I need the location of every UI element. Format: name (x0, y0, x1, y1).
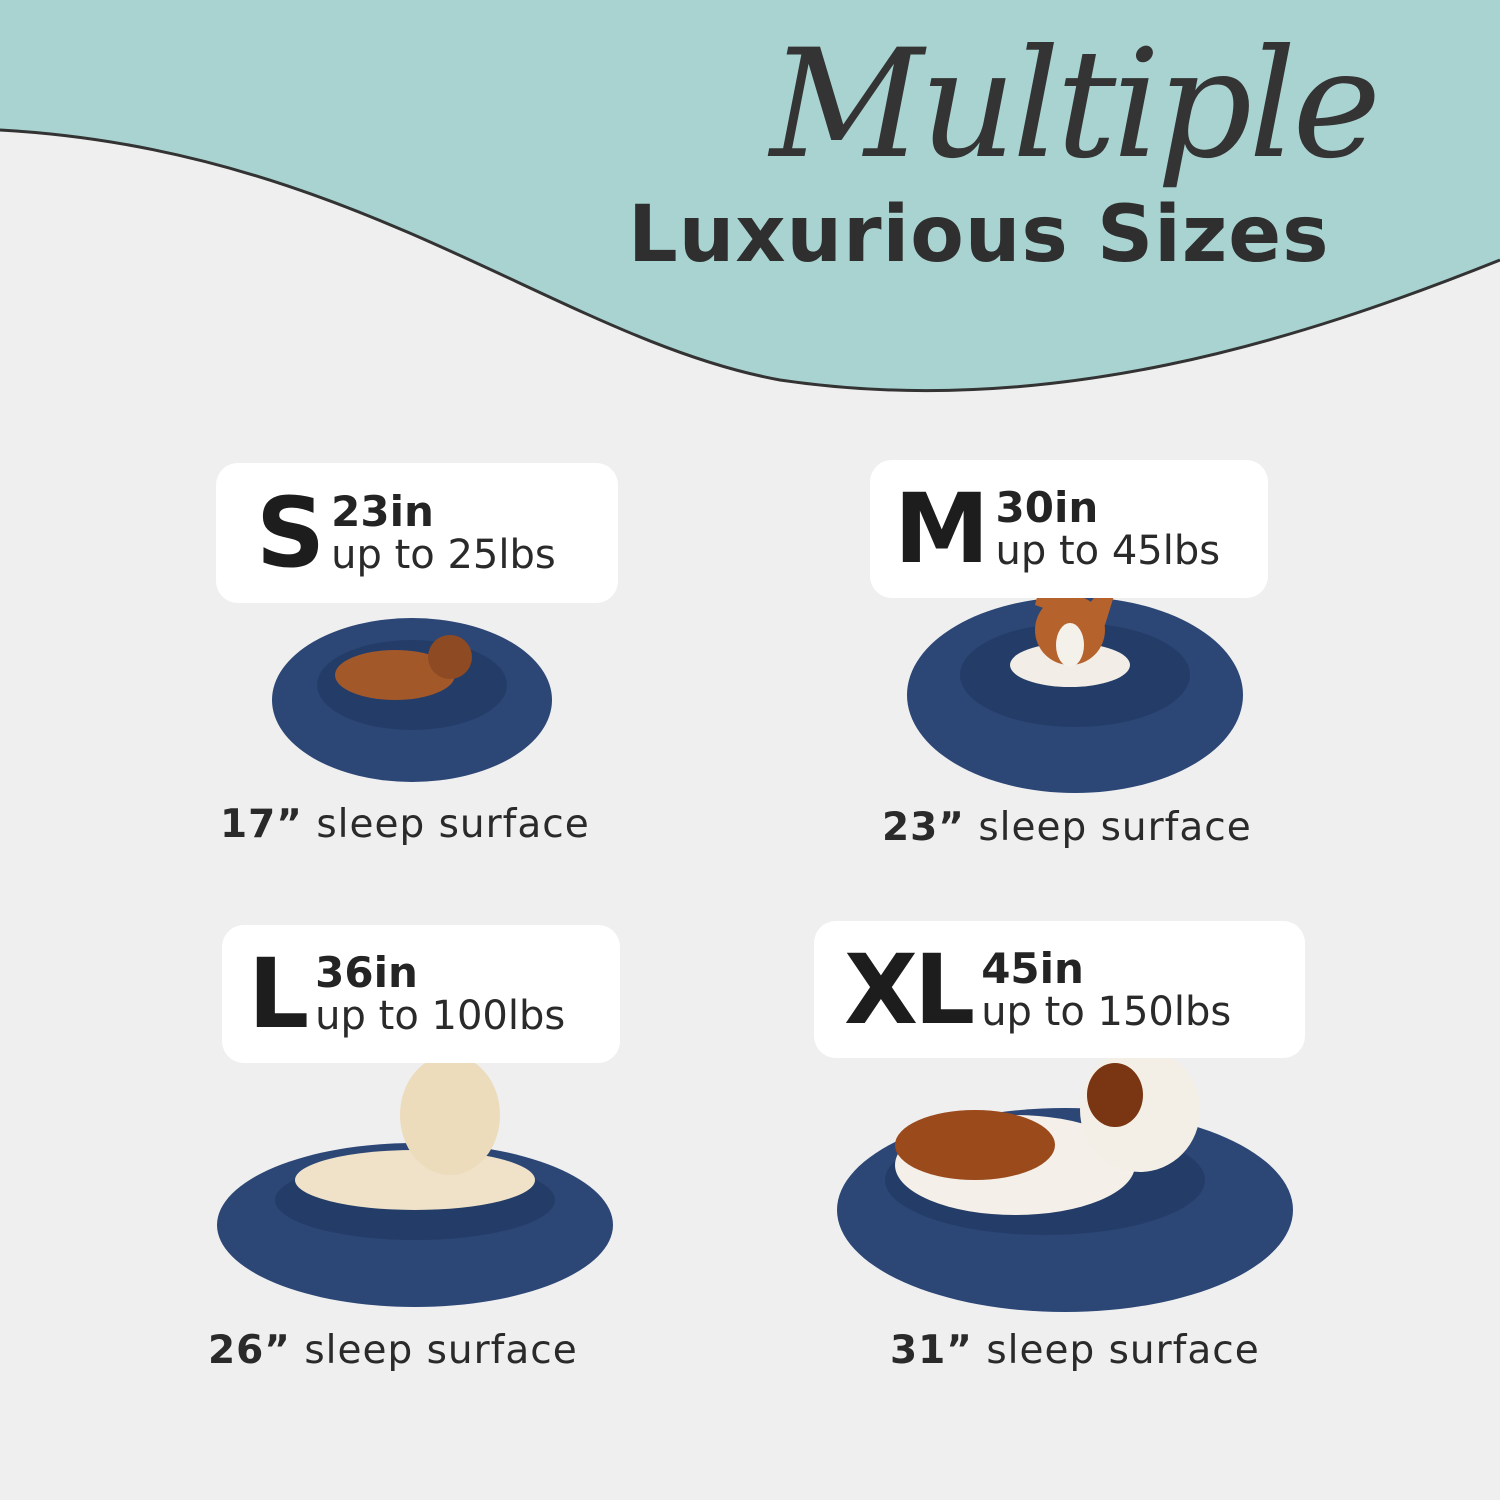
sleep-surface-s: 17” sleep surface (220, 802, 590, 847)
size-card-l: L 36in up to 100lbs (222, 925, 620, 1063)
title-main: Luxurious Sizes (628, 190, 1330, 280)
size-card-s: S 23in up to 25lbs (216, 463, 618, 603)
size-card-m: M 30in up to 45lbs (870, 460, 1268, 598)
surface-text: sleep surface (986, 1328, 1260, 1373)
weight-limit: up to 45lbs (995, 528, 1221, 574)
bed-small (272, 618, 552, 782)
diameter: 23in (331, 487, 434, 536)
weight-limit: up to 150lbs (981, 988, 1232, 1035)
weight-limit: up to 100lbs (315, 993, 566, 1039)
sleep-surface-m: 23” sleep surface (882, 805, 1252, 850)
size-label: S (256, 477, 325, 589)
weight-limit: up to 25lbs (331, 532, 556, 578)
surface-text: sleep surface (978, 805, 1252, 850)
surface-value: 31” (890, 1328, 973, 1373)
title-script: Multiple (770, 18, 1381, 192)
sleep-surface-xl: 31” sleep surface (890, 1328, 1260, 1373)
size-card-xl: XL 45in up to 150lbs (814, 921, 1305, 1058)
diameter: 45in (981, 943, 1084, 993)
dog-golden-retriever (295, 1150, 535, 1210)
surface-value: 23” (882, 805, 965, 850)
surface-text: sleep surface (304, 1328, 578, 1373)
bed-xlarge (837, 1050, 1293, 1312)
diameter: 36in (315, 948, 418, 997)
bed-medium (907, 595, 1243, 793)
size-label: XL (844, 933, 975, 1046)
diameter: 30in (995, 483, 1099, 532)
bed-large (217, 1055, 613, 1307)
surface-value: 17” (220, 802, 303, 847)
dog-dachshund (335, 650, 455, 700)
size-label: L (248, 938, 309, 1050)
surface-value: 26” (208, 1328, 291, 1373)
surface-text: sleep surface (316, 802, 590, 847)
sleep-surface-l: 26” sleep surface (208, 1328, 578, 1373)
size-label: M (894, 473, 990, 585)
